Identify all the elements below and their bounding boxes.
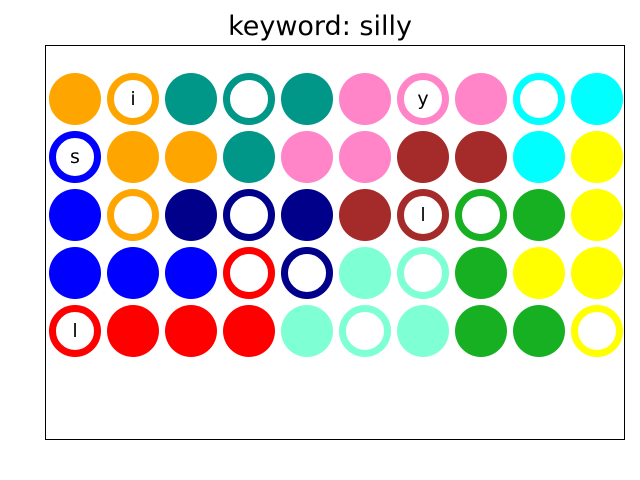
page-title: keyword: silly	[228, 11, 412, 42]
filled-tile-cyan[interactable]	[513, 131, 565, 183]
ring-tile-green[interactable]	[455, 189, 507, 241]
filled-tile-brown[interactable]	[455, 131, 507, 183]
filled-tile-yellow[interactable]	[571, 247, 623, 299]
filled-tile-green[interactable]	[455, 305, 507, 357]
filled-tile-brown[interactable]	[397, 131, 449, 183]
filled-tile-orange[interactable]	[165, 131, 217, 183]
filled-tile-navy[interactable]	[281, 189, 333, 241]
game-board: i y s l l	[45, 45, 625, 440]
ring-tile-blue[interactable]: s	[49, 131, 101, 183]
filled-tile-green[interactable]	[513, 189, 565, 241]
ring-tile-orange[interactable]	[107, 189, 159, 241]
ring-tile-navy[interactable]	[281, 247, 333, 299]
filled-tile-navy[interactable]	[165, 189, 217, 241]
filled-tile-brown[interactable]	[339, 189, 391, 241]
filled-tile-pink[interactable]	[281, 131, 333, 183]
filled-tile-blue[interactable]	[49, 247, 101, 299]
filled-tile-teal[interactable]	[165, 73, 217, 125]
filled-tile-blue[interactable]	[107, 247, 159, 299]
ring-tile-navy[interactable]	[223, 189, 275, 241]
ring-tile-aquamarine[interactable]	[397, 247, 449, 299]
filled-tile-cyan[interactable]	[571, 73, 623, 125]
ring-tile-brown[interactable]: l	[397, 189, 449, 241]
filled-tile-pink[interactable]	[455, 73, 507, 125]
tile-letter: y	[417, 87, 429, 110]
ring-tile-red[interactable]	[223, 247, 275, 299]
filled-tile-yellow[interactable]	[513, 247, 565, 299]
filled-tile-orange[interactable]	[49, 73, 101, 125]
filled-tile-red[interactable]	[165, 305, 217, 357]
filled-tile-aquamarine[interactable]	[281, 305, 333, 357]
filled-tile-red[interactable]	[223, 305, 275, 357]
tile-letter: s	[70, 145, 80, 168]
filled-tile-blue[interactable]	[49, 189, 101, 241]
ring-tile-aquamarine[interactable]	[339, 305, 391, 357]
tile-letter: l	[72, 319, 78, 342]
filled-tile-pink[interactable]	[339, 131, 391, 183]
filled-tile-red[interactable]	[107, 305, 159, 357]
ring-tile-pink[interactable]: y	[397, 73, 449, 125]
ring-tile-yellow[interactable]	[571, 305, 623, 357]
ring-tile-red[interactable]: l	[49, 305, 101, 357]
filled-tile-yellow[interactable]	[571, 131, 623, 183]
ring-tile-cyan[interactable]	[513, 73, 565, 125]
ring-tile-teal[interactable]	[223, 73, 275, 125]
filled-tile-orange[interactable]	[107, 131, 159, 183]
filled-tile-yellow[interactable]	[571, 189, 623, 241]
filled-tile-teal[interactable]	[281, 73, 333, 125]
filled-tile-teal[interactable]	[223, 131, 275, 183]
filled-tile-blue[interactable]	[165, 247, 217, 299]
tile-letter: i	[130, 87, 136, 110]
ring-tile-orange[interactable]: i	[107, 73, 159, 125]
filled-tile-green[interactable]	[513, 305, 565, 357]
filled-tile-aquamarine[interactable]	[339, 247, 391, 299]
tile-letter: l	[420, 203, 426, 226]
filled-tile-green[interactable]	[455, 247, 507, 299]
filled-tile-pink[interactable]	[339, 73, 391, 125]
filled-tile-aquamarine[interactable]	[397, 305, 449, 357]
